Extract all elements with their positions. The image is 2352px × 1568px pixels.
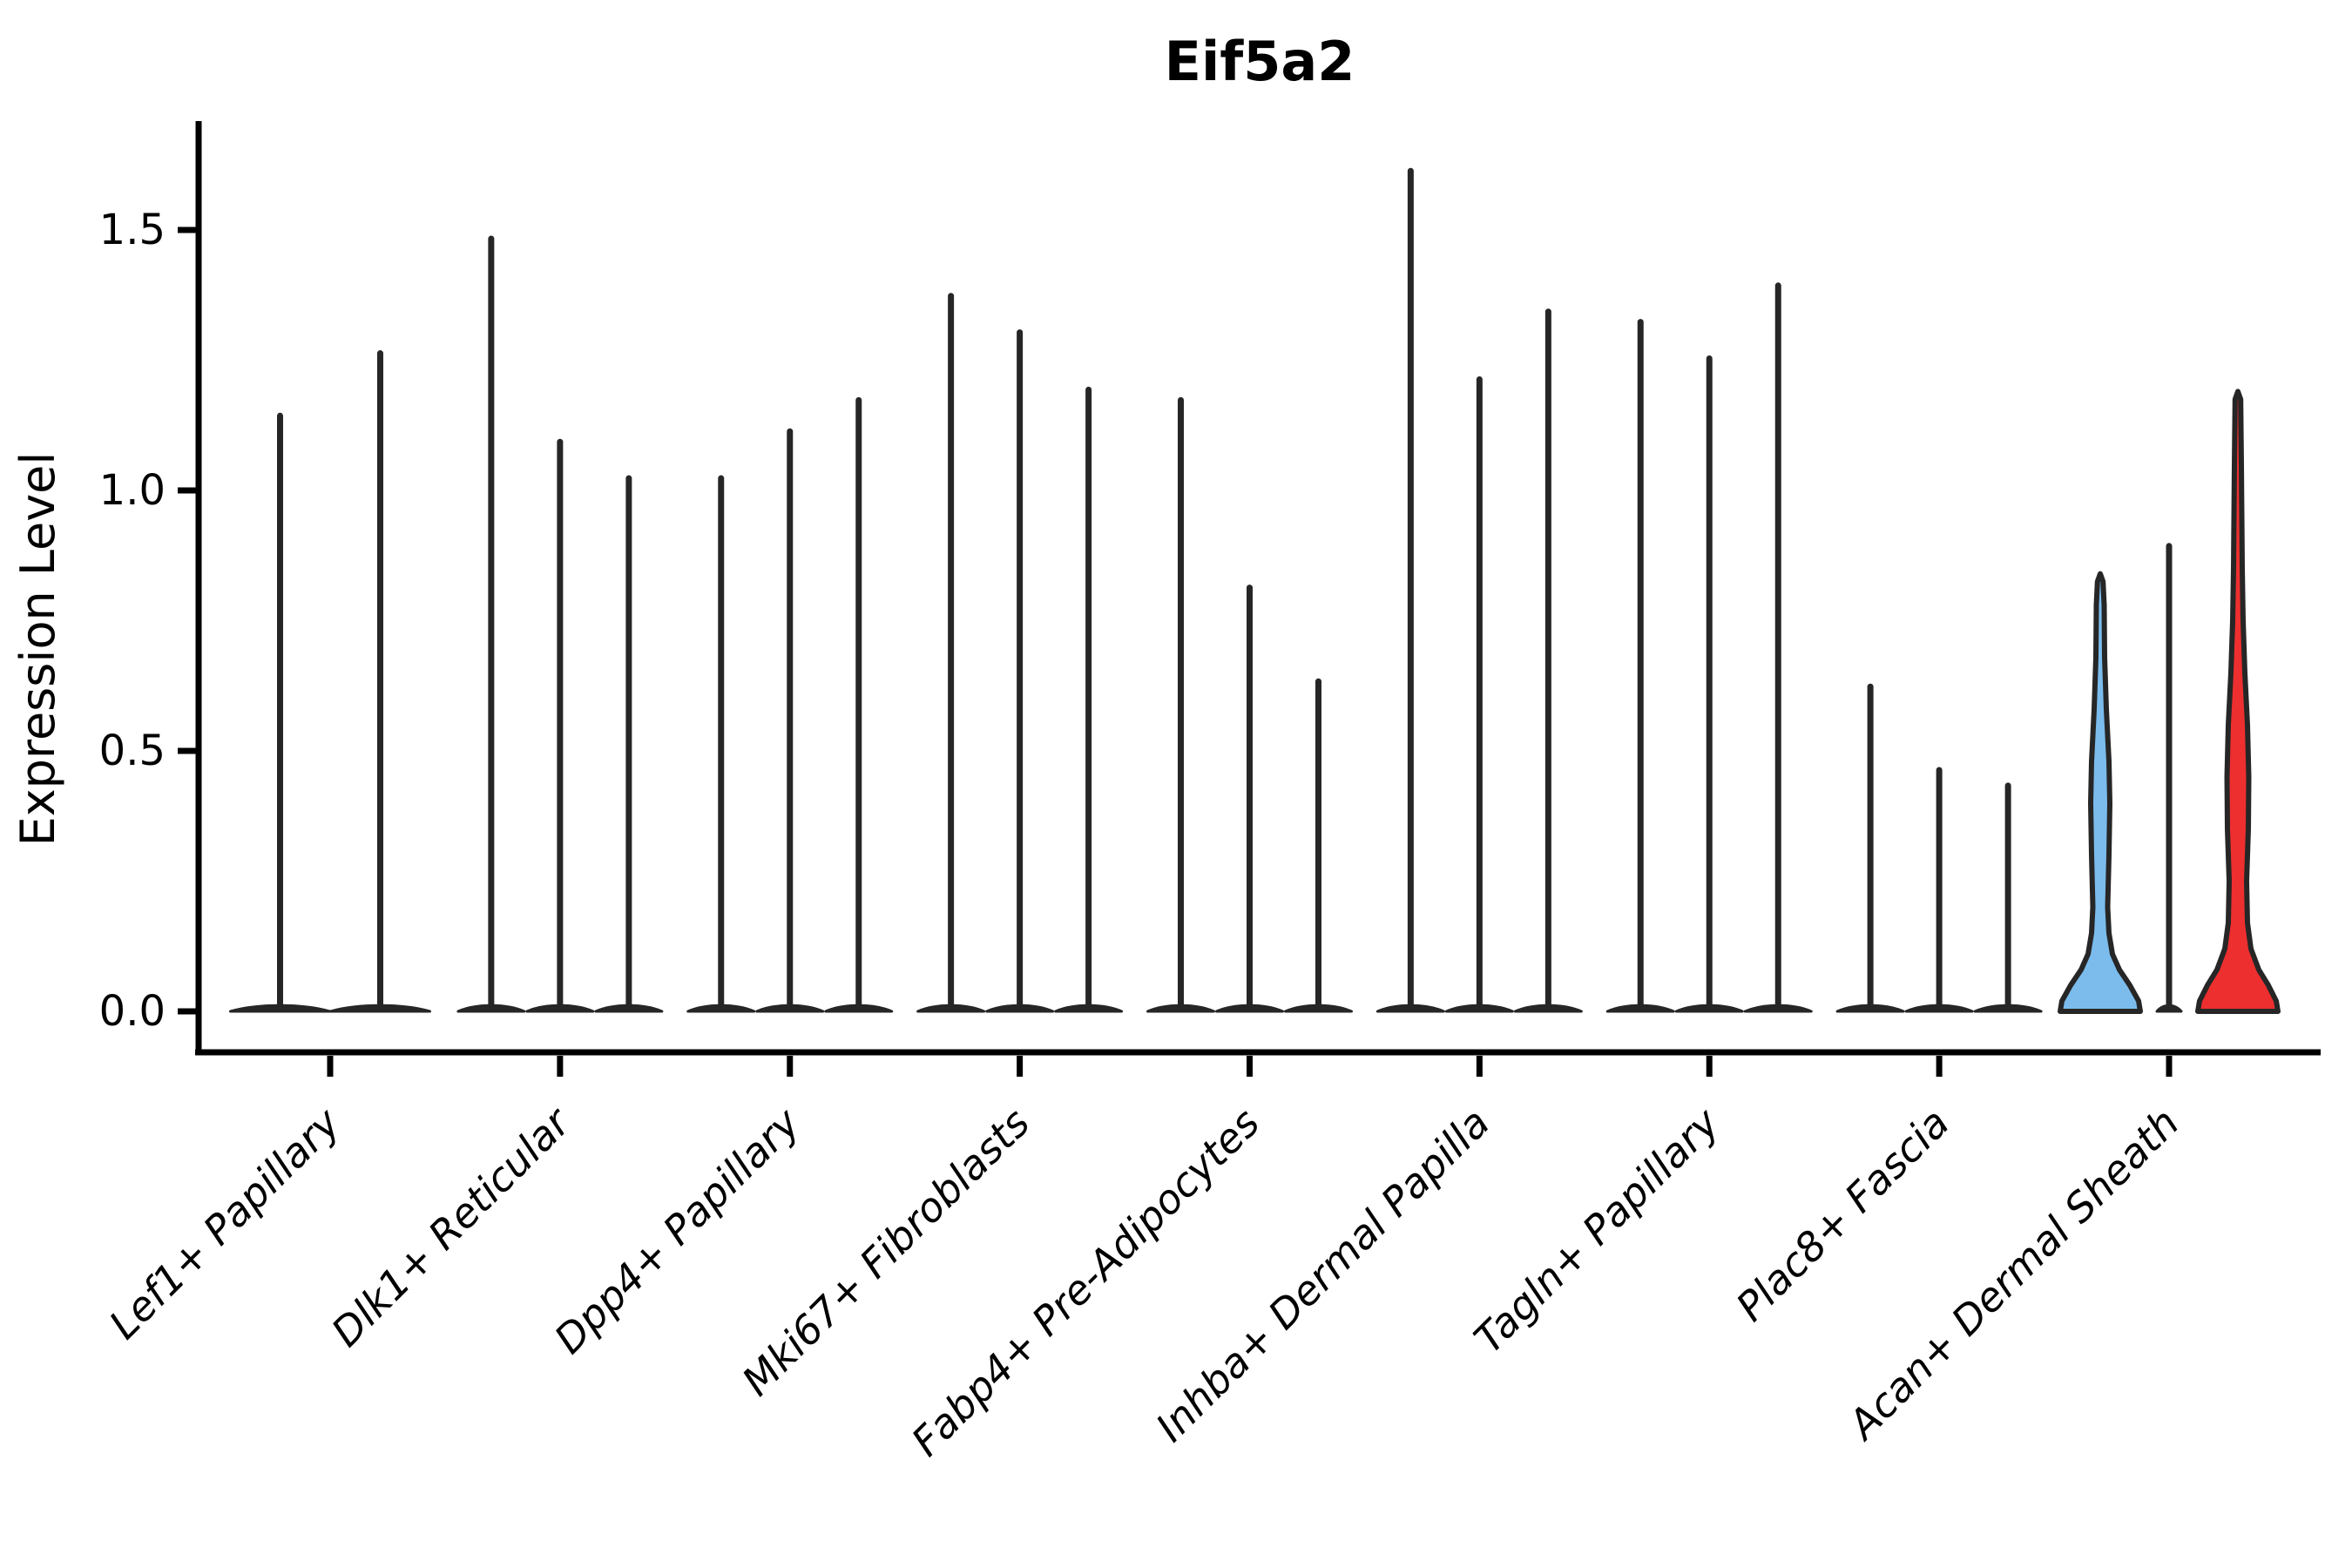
x-tick-label: Dpp4+ Papillary	[545, 1098, 809, 1362]
x-tick-label: Tagln+ Papillary	[1465, 1098, 1729, 1362]
y-axis-label: Expression Level	[10, 452, 65, 847]
y-tick-label: 0.5	[99, 727, 166, 775]
chart-title: Eif5a2	[1165, 30, 1355, 93]
y-tick-label: 1.5	[99, 206, 166, 254]
x-tick-label: Dlk1+ Reticular	[322, 1097, 581, 1355]
x-tick-label: Plac8+ Fascia	[1727, 1099, 1958, 1330]
violin-filled	[2195, 389, 2281, 1014]
violin-filled	[2058, 571, 2143, 1014]
y-tick-label: 1.0	[99, 466, 166, 515]
y-tick-label: 0.0	[99, 987, 166, 1036]
x-tick-label: Lef1+ Papillary	[100, 1098, 349, 1348]
